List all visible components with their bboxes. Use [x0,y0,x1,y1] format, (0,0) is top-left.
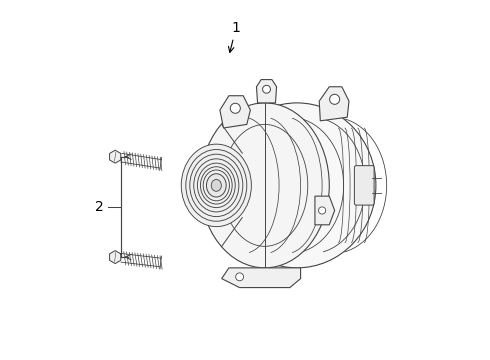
FancyBboxPatch shape [354,166,374,205]
Polygon shape [315,196,335,225]
Polygon shape [110,251,121,264]
Text: 1: 1 [228,21,241,52]
Polygon shape [110,150,121,163]
Ellipse shape [206,174,226,197]
Ellipse shape [211,180,221,191]
Ellipse shape [330,94,340,104]
Ellipse shape [318,207,326,214]
Ellipse shape [236,273,244,281]
Ellipse shape [263,85,270,93]
Ellipse shape [200,103,329,268]
Polygon shape [319,87,349,121]
Text: 2: 2 [96,200,104,214]
Ellipse shape [218,103,376,268]
Polygon shape [221,268,300,288]
Ellipse shape [181,144,251,226]
Ellipse shape [230,103,240,113]
Polygon shape [256,80,276,103]
Polygon shape [220,96,250,128]
